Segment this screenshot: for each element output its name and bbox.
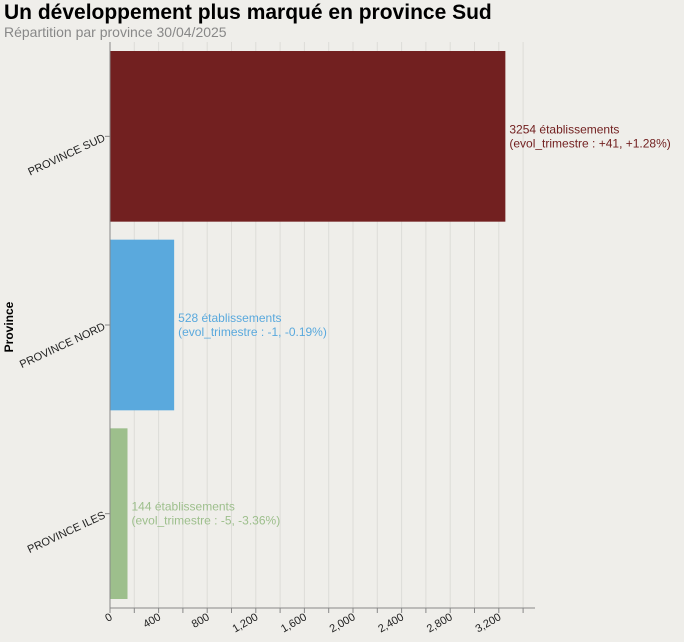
x-tick-label: 2,800: [425, 611, 455, 635]
x-tick-label: 2,000: [328, 611, 358, 635]
data-label: 144 établissements: [131, 500, 234, 514]
bars: [110, 51, 506, 599]
x-tick-label: 2,400: [376, 611, 406, 635]
category-label: PROVINCE NORD: [18, 321, 107, 371]
data-label: 3254 établissements: [509, 122, 619, 136]
x-tick-label: 400: [141, 611, 163, 631]
chart-subtitle: Répartition par province 30/04/2025: [4, 24, 227, 40]
x-tick-label: 3,200: [473, 611, 503, 635]
category-label: PROVINCE ILES: [26, 510, 108, 557]
bar[interactable]: [110, 51, 506, 222]
data-label: 528 établissements: [178, 311, 281, 325]
chart-title: Un développement plus marqué en province…: [4, 1, 492, 24]
data-label: (evol_trimestre : -1, -0.19%): [178, 325, 327, 339]
data-label: (evol_trimestre : -5, -3.36%): [131, 514, 280, 528]
x-tick-label: 0: [103, 611, 114, 624]
x-tick-label: 1,200: [230, 611, 260, 635]
bar[interactable]: [110, 428, 128, 599]
y-axis-title: Province: [2, 301, 16, 352]
x-tick-label: 1,600: [279, 611, 309, 635]
data-labels: 3254 établissements(evol_trimestre : +41…: [131, 122, 670, 527]
bar[interactable]: [110, 239, 175, 411]
category-label: PROVINCE SUD: [26, 132, 107, 178]
data-label: (evol_trimestre : +41, +1.28%): [509, 136, 670, 150]
x-tick-label: 800: [190, 611, 212, 631]
